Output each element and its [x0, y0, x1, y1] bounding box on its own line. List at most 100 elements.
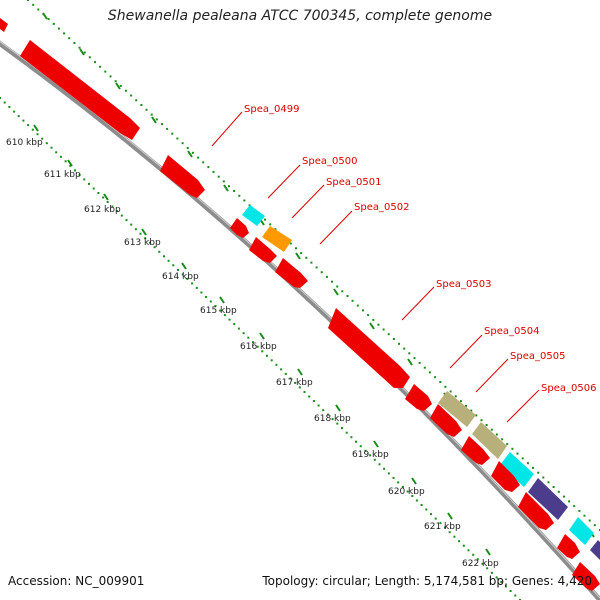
gene-label: Spea_0506: [541, 383, 596, 394]
scale-dot: [195, 286, 198, 289]
outer-dot: [150, 113, 153, 116]
outer-dot: [320, 271, 323, 274]
outer-dot: [94, 61, 96, 64]
scale-dot: [476, 558, 479, 561]
outer-dot: [104, 70, 107, 73]
leader-line: [211, 111, 243, 147]
outer-dot: [547, 481, 550, 484]
scale-dots: [0, 97, 521, 600]
scale-dot: [50, 146, 53, 149]
outer-dot: [32, 3, 35, 6]
scale-dot: [355, 440, 357, 443]
scale-dot: [472, 553, 475, 556]
scale-dot: [462, 544, 465, 547]
outer-dot: [392, 338, 395, 340]
outer-dot: [434, 376, 437, 379]
outer-dot: [243, 199, 246, 202]
outer-dot: [222, 180, 225, 183]
scale-tick: [373, 440, 379, 448]
outer-dot: [413, 357, 416, 360]
outer-tick: [223, 184, 229, 192]
outer-dot: [181, 142, 184, 145]
kbp-label: 613 kbp: [124, 238, 161, 248]
scale-dot: [36, 133, 39, 136]
outer-dot: [315, 266, 318, 269]
scale-tick: [335, 404, 341, 412]
outer-dot: [47, 18, 50, 21]
scale-dot: [106, 201, 109, 203]
outer-tick: [295, 252, 301, 260]
kbp-label: 617 kbp: [276, 378, 313, 388]
scale-dot: [448, 531, 451, 534]
scale-dot: [134, 228, 137, 231]
outer-dot: [161, 123, 163, 126]
outer-dot: [470, 409, 473, 412]
leader-line: [267, 164, 301, 199]
outer-dot: [573, 505, 576, 508]
outer-dot: [403, 347, 406, 350]
accession-text: Accession: NC_009901: [8, 574, 145, 588]
scale-dot: [41, 137, 44, 140]
outer-dot: [367, 314, 370, 317]
outer-dot: [73, 42, 76, 44]
outer-dot: [588, 519, 591, 522]
scale-dot: [345, 431, 348, 434]
outer-dot: [114, 80, 117, 83]
gene-label: Spea_0505: [510, 351, 565, 362]
outer-dot: [428, 371, 431, 374]
scale-dot: [481, 562, 484, 565]
scale-dot: [59, 155, 62, 158]
gene-box: [262, 226, 292, 252]
genes: [0, 18, 600, 591]
gene-arrow: [405, 384, 432, 411]
scale-dot: [88, 182, 90, 185]
scale-dot: [111, 205, 114, 208]
scale-dot: [242, 332, 245, 335]
outer-dot: [516, 452, 519, 455]
kbp-label: 619 kbp: [352, 450, 389, 460]
outer-dot: [27, 0, 29, 1]
outer-dot: [341, 290, 344, 293]
outer-dot: [217, 175, 220, 178]
scale-dot: [289, 377, 292, 380]
kbp-label: 614 kbp: [162, 272, 199, 282]
scale-dot: [139, 232, 142, 235]
scale-tick: [141, 228, 147, 236]
scale-dot: [153, 246, 156, 249]
scale-dot: [275, 363, 278, 366]
backbone-highlight: [0, 41, 600, 599]
outer-dot: [449, 390, 452, 393]
scale-dot: [116, 210, 119, 213]
scale-dot: [322, 409, 325, 412]
scale-dot: [186, 277, 189, 280]
scale-dot: [294, 381, 297, 384]
scale-dot: [55, 151, 58, 154]
kbp-label: 620 kbp: [388, 487, 425, 497]
gene-arrow: [20, 40, 140, 140]
scale-dot: [336, 422, 339, 425]
scale-dot: [331, 418, 334, 421]
scale-dot: [514, 594, 517, 597]
scale-tick: [259, 332, 265, 340]
scale-dot: [209, 300, 212, 303]
kbp-label: 615 kbp: [200, 306, 237, 316]
outer-dot: [583, 514, 586, 517]
outer-tick: [42, 12, 48, 20]
outer-dot: [212, 170, 215, 173]
scale-dot: [17, 115, 20, 118]
scale-dot: [177, 268, 179, 271]
gene-arrow: [328, 308, 410, 388]
scale-dot: [350, 436, 353, 439]
outer-dot: [135, 99, 138, 102]
kbp-label: 612 kbp: [84, 205, 121, 215]
scale-dot: [83, 178, 86, 181]
outer-dot: [68, 37, 71, 40]
gene-box: [528, 478, 568, 520]
outer-dot: [568, 500, 571, 503]
scale-dot: [341, 427, 343, 430]
outer-dot: [418, 361, 421, 364]
outer-dot: [171, 132, 174, 135]
outer-dot: [176, 137, 179, 140]
gene-arrow: [430, 404, 462, 437]
scale-tick: [103, 193, 109, 201]
